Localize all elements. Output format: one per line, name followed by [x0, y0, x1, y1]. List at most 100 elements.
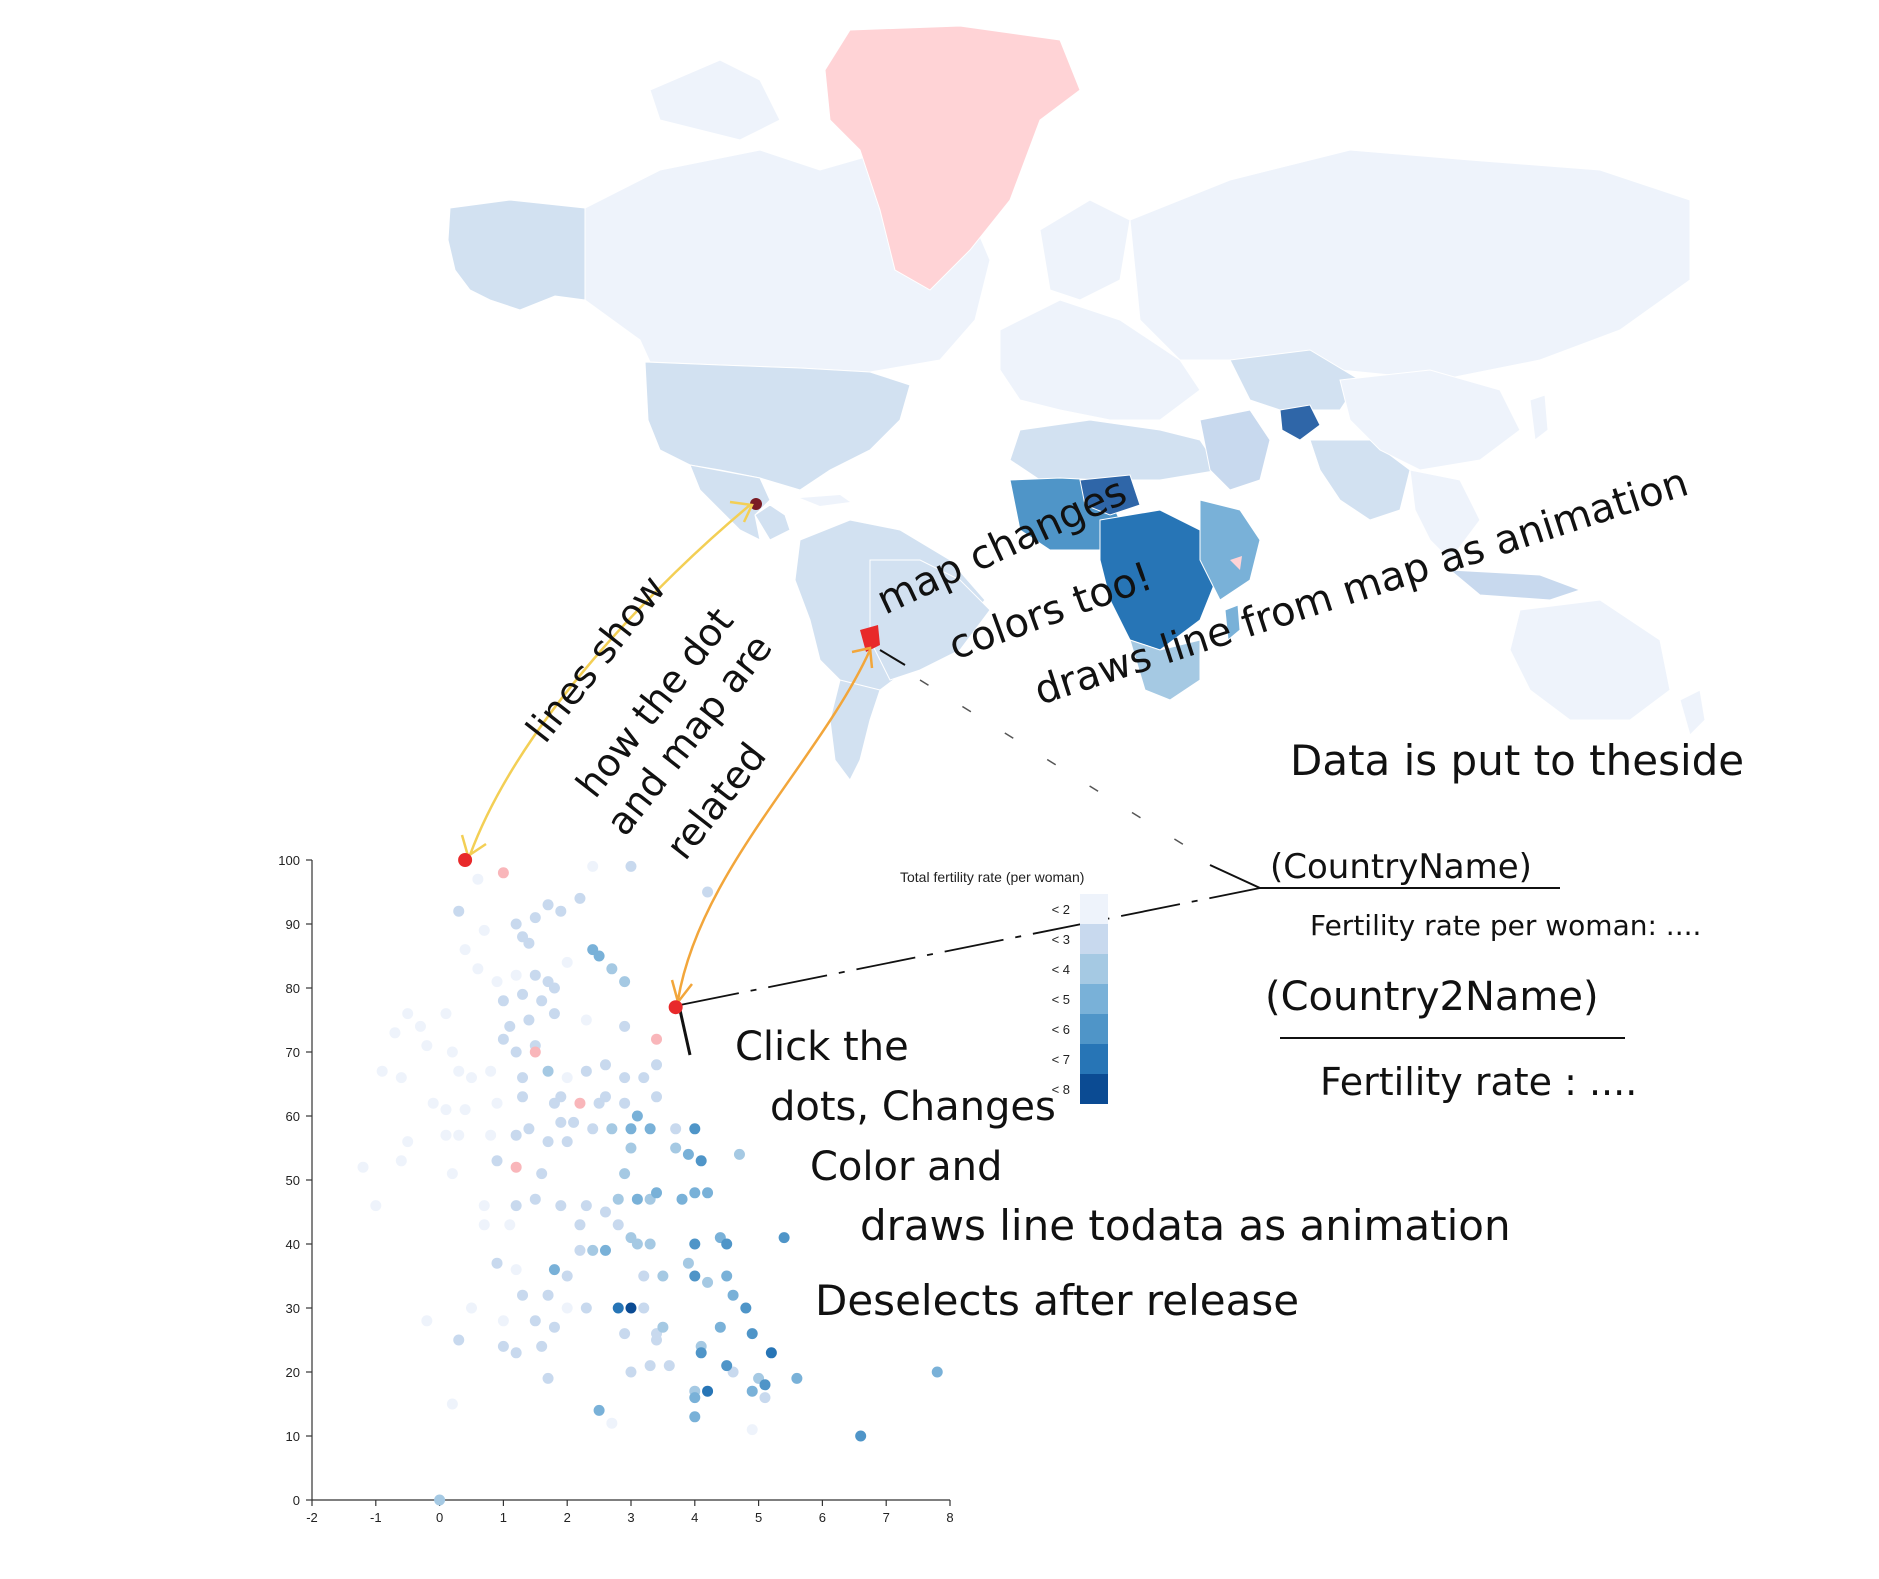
scatter-dot[interactable] — [721, 1270, 733, 1282]
scatter-dot[interactable] — [619, 1072, 631, 1084]
scatter-dot[interactable] — [529, 1315, 541, 1327]
scatter-dot[interactable] — [440, 1104, 452, 1116]
scatter-dot[interactable] — [568, 1116, 580, 1128]
scatter-dot[interactable] — [631, 1238, 643, 1250]
scatter-dot[interactable] — [606, 963, 618, 975]
scatter-dot[interactable] — [791, 1372, 803, 1384]
scatter-dot[interactable] — [580, 1065, 592, 1077]
scatter-dot[interactable] — [689, 1238, 701, 1250]
map-country-brazil[interactable] — [869, 559, 991, 681]
map-country-north-africa[interactable] — [1009, 419, 1221, 481]
scatter-dot[interactable] — [529, 1046, 541, 1058]
scatter-dot[interactable] — [746, 1424, 758, 1436]
scatter-dot[interactable] — [478, 1200, 490, 1212]
scatter-dot[interactable] — [497, 1033, 509, 1045]
scatter-dot[interactable] — [689, 1411, 701, 1423]
scatter-dot[interactable] — [504, 1020, 516, 1032]
scatter-dot[interactable] — [580, 1302, 592, 1314]
scatter-dot[interactable] — [759, 1392, 771, 1404]
scatter-dot[interactable] — [619, 976, 631, 988]
map-country-middle-east[interactable] — [1199, 409, 1271, 491]
scatter-dot[interactable] — [587, 1123, 599, 1135]
scatter-dot[interactable] — [536, 995, 548, 1007]
scatter-dot[interactable] — [446, 1168, 458, 1180]
scatter-dot[interactable] — [651, 1187, 663, 1199]
scatter-dot[interactable] — [466, 1302, 477, 1314]
scatter-dot[interactable] — [395, 1155, 407, 1167]
scatter-dot[interactable] — [542, 1065, 554, 1077]
scatter-dot[interactable] — [689, 1392, 701, 1404]
scatter-dot[interactable] — [695, 1155, 707, 1167]
scatter-dot[interactable] — [714, 1321, 726, 1333]
map-country-central-africa[interactable] — [1099, 509, 1221, 651]
scatter-dot[interactable] — [689, 1270, 701, 1282]
scatter-dot[interactable] — [523, 1123, 535, 1135]
scatter-dot[interactable] — [561, 1136, 573, 1148]
scatter-dot[interactable] — [504, 1219, 516, 1231]
map-country-southern-africa[interactable] — [1129, 639, 1201, 701]
scatter-dot[interactable] — [702, 886, 714, 898]
scatter-dot[interactable] — [676, 1193, 688, 1205]
scatter-dot[interactable] — [657, 1321, 669, 1333]
scatter-dot[interactable] — [561, 1302, 573, 1314]
scatter-dot[interactable] — [574, 892, 586, 904]
scatter-dot[interactable] — [855, 1430, 867, 1442]
scatter-dot[interactable] — [491, 1155, 503, 1167]
scatter-dot[interactable] — [414, 1020, 426, 1032]
map-country-indonesia[interactable] — [1448, 569, 1582, 601]
scatter-dot[interactable] — [395, 1072, 407, 1084]
scatter-dot[interactable] — [721, 1238, 733, 1250]
scatter-dot[interactable] — [548, 1264, 560, 1276]
scatter-dot[interactable] — [472, 963, 484, 975]
scatter-dot[interactable] — [721, 1360, 733, 1372]
scatter-dot[interactable] — [651, 1334, 663, 1346]
scatter-dot[interactable] — [376, 1065, 388, 1077]
scatter-dot[interactable] — [599, 1091, 611, 1103]
scatter-dot[interactable] — [517, 1289, 529, 1301]
scatter-dot-selected[interactable] — [668, 1000, 683, 1015]
map-country-central-asia[interactable] — [1229, 349, 1361, 411]
scatter-dot[interactable] — [542, 899, 554, 911]
scatter-dot[interactable] — [619, 1097, 631, 1109]
scatter-dot[interactable] — [574, 1244, 586, 1256]
scatter-dot[interactable] — [542, 1289, 554, 1301]
scatter-dot[interactable] — [466, 1072, 477, 1084]
scatter-dot[interactable] — [402, 1136, 414, 1148]
scatter-dot[interactable] — [446, 1398, 458, 1410]
scatter-dot[interactable] — [421, 1040, 433, 1052]
scatter-dot[interactable] — [625, 1302, 637, 1314]
scatter-dot[interactable] — [625, 860, 637, 872]
scatter-dot[interactable] — [517, 1091, 529, 1103]
scatter-dot[interactable] — [510, 1200, 522, 1212]
map-country-china[interactable] — [1339, 369, 1521, 471]
map-country-new-zealand[interactable] — [1679, 689, 1706, 736]
scatter-dot[interactable] — [765, 1347, 777, 1359]
scatter-dot[interactable] — [599, 1059, 611, 1071]
scatter-dot[interactable] — [619, 1328, 631, 1340]
scatter-dot[interactable] — [370, 1200, 382, 1212]
scatter-dot[interactable] — [542, 1136, 554, 1148]
scatter-dot[interactable] — [491, 976, 503, 988]
scatter-dot[interactable] — [555, 905, 567, 917]
map-country-highlighted-central[interactable] — [750, 498, 762, 510]
scatter-dot[interactable] — [670, 1123, 682, 1135]
scatter-dot[interactable] — [542, 1372, 554, 1384]
scatter-dot[interactable] — [625, 1142, 637, 1154]
scatter-dot[interactable] — [453, 1065, 465, 1077]
scatter-dot[interactable] — [440, 1129, 452, 1141]
scatter-dot[interactable] — [702, 1385, 714, 1397]
scatter-dot[interactable] — [638, 1302, 650, 1314]
scatter-dot[interactable] — [497, 867, 509, 879]
map-country-russia[interactable] — [1129, 149, 1691, 381]
map-country-east-africa[interactable] — [1199, 499, 1261, 601]
scatter-dot[interactable] — [491, 1257, 503, 1269]
scatter-dot[interactable] — [689, 1123, 701, 1135]
scatter-dot[interactable] — [510, 969, 522, 981]
scatter-dot[interactable] — [931, 1366, 943, 1378]
scatter-dot[interactable] — [593, 1404, 605, 1416]
scatter-dot[interactable] — [517, 988, 529, 1000]
scatter-dot[interactable] — [529, 969, 541, 981]
scatter-dot[interactable] — [625, 1366, 637, 1378]
scatter-dot[interactable] — [497, 1340, 509, 1352]
scatter-dot[interactable] — [740, 1302, 752, 1314]
